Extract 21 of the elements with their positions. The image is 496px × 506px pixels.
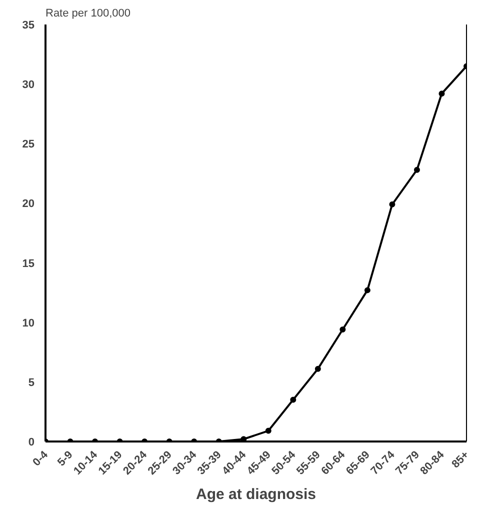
x-tick-label: 85+ — [450, 448, 472, 471]
point — [290, 396, 296, 403]
y-tick-label: 30 — [22, 79, 35, 92]
x-axis-title: Age at diagnosis — [196, 486, 316, 504]
y-tick-label: 35 — [22, 20, 35, 32]
y-tick-label: 5 — [28, 376, 35, 389]
point — [364, 287, 370, 294]
point — [438, 90, 445, 97]
x-tick-label: 5-9 — [55, 448, 76, 469]
y-axis-title: Rate per 100,000 — [46, 8, 131, 20]
y-tick-label: 15 — [22, 258, 35, 270]
point — [414, 166, 420, 173]
y-tick-label: 0 — [28, 436, 35, 448]
point — [314, 366, 321, 372]
y-tick-label: 20 — [22, 198, 35, 210]
y-tick-label: 25 — [22, 138, 35, 151]
point — [340, 326, 346, 332]
x-tick-label: 0-4 — [30, 448, 52, 469]
point — [389, 201, 396, 208]
point — [265, 428, 272, 434]
y-tick-label: 10 — [22, 317, 35, 330]
